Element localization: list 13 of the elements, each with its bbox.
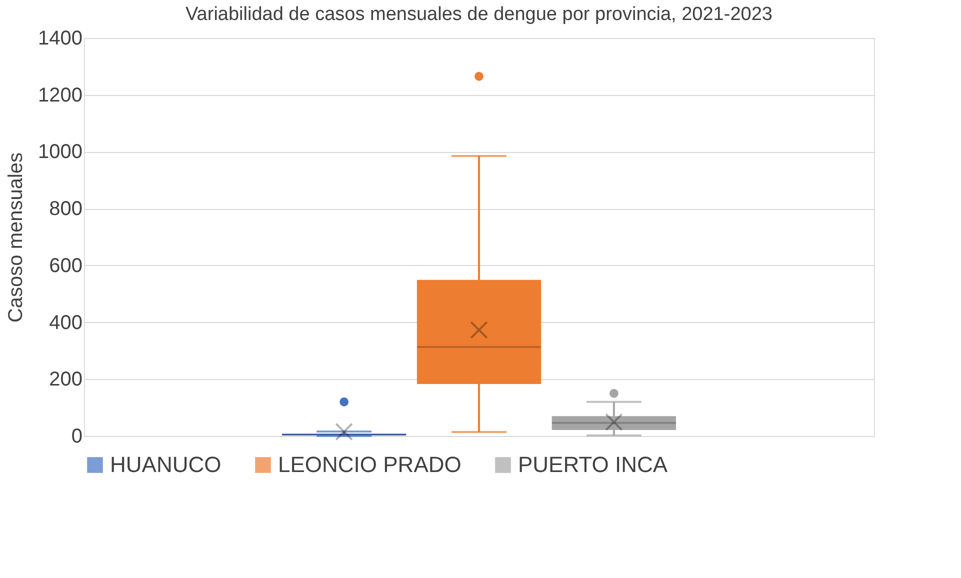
legend-label: PUERTO INCA: [518, 452, 668, 477]
chart-title: Variabilidad de casos mensuales de dengue por provincia, 2021-2023: [186, 4, 772, 25]
y-tick-label: 1200: [38, 84, 82, 106]
y-tick-label: 800: [49, 198, 82, 220]
legend-label: HUANUCO: [110, 452, 222, 477]
y-tick-label: 400: [49, 312, 82, 334]
y-tick-label: 600: [49, 254, 82, 277]
y-tick-label: 200: [49, 368, 82, 391]
y-tick-label: 1000: [38, 141, 82, 164]
y-tick-label: 1400: [38, 28, 82, 50]
y-axis-title: Casoso mensuales: [5, 152, 28, 323]
legend-label: LEONCIO PRADO: [278, 452, 462, 477]
y-tick-label: 0: [71, 426, 82, 448]
